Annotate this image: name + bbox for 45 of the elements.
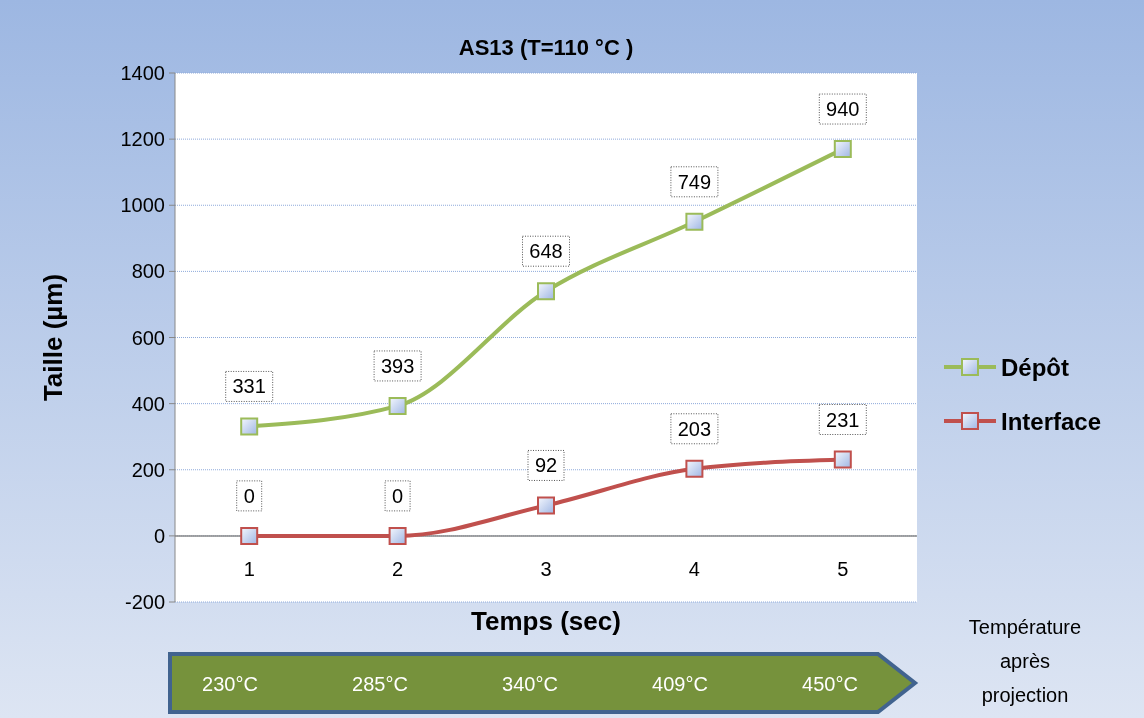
text: 450°C <box>802 673 858 695</box>
x-tick-label: 1 <box>243 557 255 580</box>
text: 340°C <box>502 673 558 695</box>
point <box>537 282 555 301</box>
annotation: 0 <box>243 484 255 507</box>
y-tick-label: 600 <box>131 326 165 349</box>
annotation: 393 <box>380 354 415 377</box>
point <box>685 459 704 478</box>
text: 409°C <box>652 673 708 695</box>
y-tick-label: 1400 <box>120 62 165 84</box>
y-tick-label: 800 <box>131 260 165 283</box>
text: 285°C <box>352 673 408 695</box>
point <box>833 140 852 159</box>
legend-label: Interface <box>1001 408 1102 435</box>
y-tick-label: 0 <box>153 524 165 547</box>
annotation: 648 <box>529 240 563 263</box>
text: 230°C <box>202 673 258 695</box>
text: Température après projection <box>968 616 1082 706</box>
annotation: 203 <box>677 417 712 440</box>
x-tick-label: 4 <box>688 557 700 580</box>
y-tick-label: 1200 <box>120 128 165 151</box>
annotation: 92 <box>534 454 558 477</box>
y-tick-label: 200 <box>131 458 165 481</box>
chart-title: AS13 (T=110 °C ) <box>458 35 634 60</box>
x-tick-label: 3 <box>540 557 552 580</box>
x-tick-label: 5 <box>837 557 849 580</box>
annotation: 0 <box>392 484 404 507</box>
annotation: 331 <box>232 375 266 398</box>
legend-label: Dépôt <box>1001 354 1069 381</box>
x-tick-label: 2 <box>392 557 404 580</box>
point <box>537 496 555 515</box>
annotation: 231 <box>826 408 860 431</box>
y-axis-title: Taille (µm) <box>38 273 68 402</box>
y-tick-label: 400 <box>131 392 165 415</box>
y-tick-label: 1000 <box>120 194 165 217</box>
x-axis-title: Temps (sec) <box>471 606 621 636</box>
point <box>388 526 407 545</box>
point <box>388 396 407 415</box>
annotation: 749 <box>677 170 712 193</box>
annotation: 940 <box>826 98 860 121</box>
point <box>685 212 704 231</box>
point <box>240 526 259 545</box>
y-tick-label: -200 <box>124 591 165 613</box>
point <box>833 450 852 469</box>
point <box>240 417 259 436</box>
